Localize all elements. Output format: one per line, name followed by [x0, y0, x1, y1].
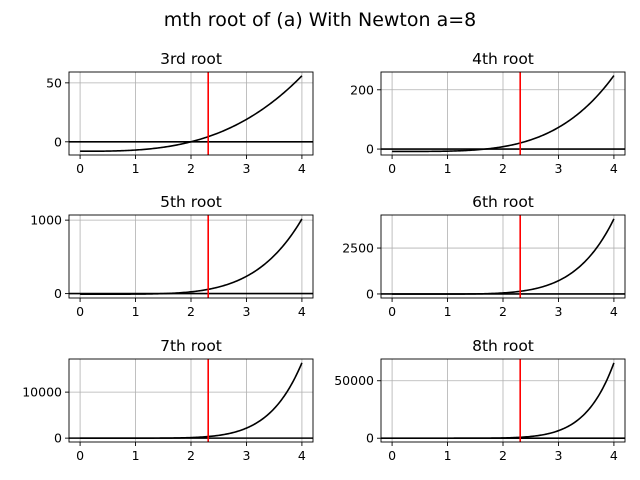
y-tick-label: 0 [366, 286, 374, 301]
y-tick-label: 2500 [342, 241, 374, 256]
y-tick-label: 10000 [22, 385, 62, 400]
y-tick-label: 0 [54, 286, 62, 301]
subplot-7th-root: 7th root 0 1 2 3 4 0 10000 [22, 337, 314, 463]
x-tick-label: 1 [132, 161, 140, 176]
x-tick-label: 2 [187, 448, 195, 463]
subplot-title: 5th root [160, 193, 222, 211]
x-tick-label: 0 [76, 304, 84, 319]
x-tick-label: 1 [444, 161, 452, 176]
figure-suptitle: mth root of (a) With Newton a=8 [164, 9, 476, 31]
x-tick-label: 0 [388, 161, 396, 176]
x-tick-label: 1 [132, 448, 140, 463]
x-tick-label: 1 [132, 304, 140, 319]
subplot-title: 4th root [472, 50, 534, 68]
subplot-6th-root: 6th root 0 1 2 3 4 0 2500 [342, 193, 626, 319]
subplot-3th-root: 3rd root 0 1 2 3 4 0 50 [46, 50, 314, 176]
x-tick-label: 0 [76, 448, 84, 463]
x-tick-label: 2 [499, 448, 507, 463]
x-tick-label: 4 [610, 448, 618, 463]
y-tick-label: 0 [54, 134, 62, 149]
x-tick-label: 3 [242, 448, 250, 463]
y-tick-label: 200 [350, 82, 374, 97]
y-tick-label: 0 [54, 431, 62, 446]
x-tick-label: 3 [554, 304, 562, 319]
x-tick-label: 3 [242, 304, 250, 319]
series-curve [392, 218, 615, 295]
series-curve [80, 362, 303, 439]
subplot-title: 8th root [472, 337, 534, 355]
x-tick-label: 0 [76, 161, 84, 176]
x-tick-label: 4 [610, 161, 618, 176]
series-curve [80, 75, 303, 153]
x-tick-label: 1 [444, 304, 452, 319]
x-tick-label: 0 [388, 448, 396, 463]
x-tick-label: 3 [554, 161, 562, 176]
series-curve [392, 75, 615, 153]
x-tick-label: 4 [298, 161, 306, 176]
series-curve [80, 218, 303, 295]
x-tick-label: 0 [388, 304, 396, 319]
subplot-5th-root: 5th root 0 1 2 3 4 0 1000 [30, 193, 314, 319]
x-tick-label: 3 [242, 161, 250, 176]
x-tick-label: 2 [499, 304, 507, 319]
x-tick-label: 4 [298, 304, 306, 319]
y-tick-label: 50 [46, 75, 62, 90]
x-tick-label: 4 [610, 304, 618, 319]
x-tick-label: 3 [554, 448, 562, 463]
subplot-4th-root: 4th root 0 1 2 3 4 0 200 [350, 50, 626, 176]
subplot-title: 3rd root [160, 50, 222, 68]
y-tick-label: 50000 [334, 373, 374, 388]
x-tick-label: 1 [444, 448, 452, 463]
x-tick-label: 2 [499, 161, 507, 176]
y-tick-label: 0 [366, 431, 374, 446]
y-tick-label: 0 [366, 142, 374, 157]
subplot-title: 7th root [160, 337, 222, 355]
series-curve [392, 362, 615, 440]
x-tick-label: 2 [187, 161, 195, 176]
x-tick-label: 2 [187, 304, 195, 319]
y-tick-label: 1000 [30, 213, 62, 228]
x-tick-label: 4 [298, 448, 306, 463]
subplot-title: 6th root [472, 193, 534, 211]
subplot-8th-root: 8th root 0 1 2 3 4 0 50000 [334, 337, 626, 463]
